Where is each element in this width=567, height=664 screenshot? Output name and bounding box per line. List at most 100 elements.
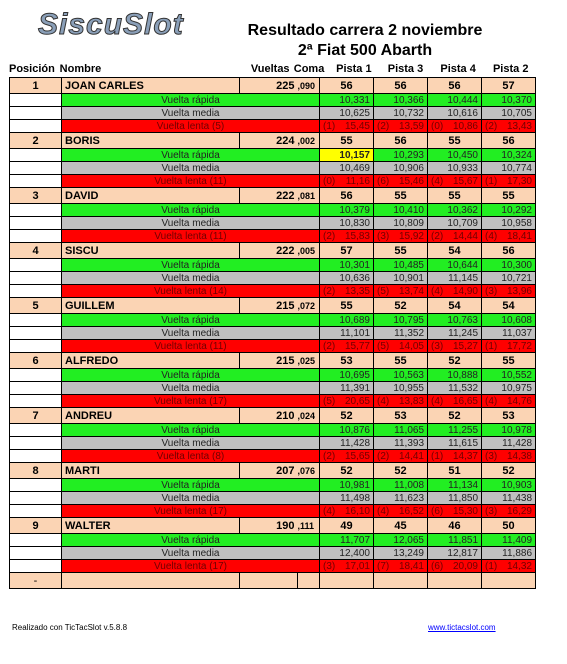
- fast-lap-time: 11,008: [373, 478, 428, 492]
- slow-count: (4): [377, 395, 390, 407]
- laps: 224: [239, 132, 298, 149]
- slow-lap-pair: (3) 15,92: [377, 231, 424, 242]
- avg-lap-row: Vuelta media 11,428 11,393 11,615 11,428: [9, 436, 536, 450]
- slow-lap-pair: (7) 18,41: [377, 561, 424, 572]
- slow-lap-pair: (4) 16,52: [377, 506, 424, 517]
- slow-count: (5): [323, 395, 336, 407]
- slow-lap-cell: (0) 10,86: [427, 119, 482, 133]
- slow-lap-cell: (4) 14,76: [481, 394, 536, 408]
- fast-lap-time: 10,292: [481, 203, 536, 217]
- lap-fraction: ,005: [297, 242, 320, 259]
- driver-row: 4 SISCU 222,005 57 55 54 56: [9, 242, 536, 259]
- slow-lap-pair: (4) 13,83: [377, 396, 424, 407]
- track-laps: 54: [481, 297, 536, 314]
- slow-lap-pair: (5) 14,05: [377, 341, 424, 352]
- fast-lap-label: Vuelta rápida: [61, 203, 320, 217]
- avg-lap-time: 11,245: [427, 326, 482, 340]
- laps: 190: [239, 517, 298, 534]
- logo: SiscuSlot: [38, 8, 184, 42]
- slow-time: 17,01: [344, 560, 370, 572]
- lap-fraction: ,081: [297, 187, 320, 204]
- slow-lap-pair: (6) 15,46: [377, 176, 424, 187]
- fast-lap-row: Vuelta rápida 10,981 11,008 11,134 10,903: [9, 478, 536, 492]
- slow-lap-cell: (7) 18,41: [373, 559, 428, 573]
- fast-lap-row: Vuelta rápida 10,695 10,563 10,888 10,552: [9, 368, 536, 382]
- slow-lap-cell: (0) 11,16: [319, 174, 374, 188]
- slow-lap-pair: (0) 10,86: [431, 121, 478, 132]
- fast-lap-label: Vuelta rápida: [61, 93, 320, 107]
- avg-lap-time: 11,101: [319, 326, 374, 340]
- slow-time: 14,44: [452, 230, 478, 242]
- slow-lap-cell: (3) 14,38: [481, 449, 536, 463]
- avg-lap-time: 11,145: [427, 271, 482, 285]
- driver-name: ANDREU: [61, 407, 240, 424]
- slow-lap-pair: (0) 11,16: [323, 176, 370, 187]
- blank-cell: [9, 546, 62, 560]
- fast-lap-time: 10,362: [427, 203, 482, 217]
- slow-lap-pair: (2) 13,35: [323, 286, 370, 297]
- laps: 207: [239, 462, 298, 479]
- slow-lap-cell: (5) 20,65: [319, 394, 374, 408]
- track-laps: 55: [319, 297, 374, 314]
- track-laps: 52: [319, 462, 374, 479]
- slow-time: 14,32: [506, 560, 532, 572]
- slow-lap-label: Vuelta lenta (17): [61, 559, 320, 573]
- fast-lap-time: 10,644: [427, 258, 482, 272]
- position: -: [9, 572, 62, 589]
- fast-lap-time: 11,255: [427, 423, 482, 437]
- slow-count: (4): [431, 395, 444, 407]
- driver-name: GUILLEM: [61, 297, 240, 314]
- slow-time: 14,76: [506, 395, 532, 407]
- slow-lap-pair: (4) 14,76: [485, 396, 532, 407]
- blank-cell: [9, 106, 62, 120]
- avg-lap-time: 11,498: [319, 491, 374, 505]
- slow-lap-pair: (1) 14,37: [431, 451, 478, 462]
- driver-name: DAVID: [61, 187, 240, 204]
- avg-lap-time: 11,886: [481, 546, 536, 560]
- slow-lap-cell: (6) 20,09: [427, 559, 482, 573]
- slow-lap-cell: (4) 15,67: [427, 174, 482, 188]
- fast-lap-row: Vuelta rápida 10,379 10,410 10,362 10,292: [9, 203, 536, 217]
- track-laps: 56: [481, 132, 536, 149]
- slow-lap-pair: (2) 15,65: [323, 451, 370, 462]
- slow-time: 14,05: [398, 340, 424, 352]
- slow-lap-cell: (2) 15,65: [319, 449, 374, 463]
- slow-lap-row: Vuelta lenta (11) (0) 11,16 (6) 15,46 (4) 15,6…: [9, 174, 536, 188]
- avg-lap-time: 11,391: [319, 381, 374, 395]
- position: 2: [9, 132, 62, 149]
- track-laps: 56: [481, 242, 536, 259]
- laps: 210: [239, 407, 298, 424]
- slow-count: (3): [323, 560, 336, 572]
- avg-lap-time: 11,623: [373, 491, 428, 505]
- slow-lap-label: Vuelta lenta (17): [61, 394, 320, 408]
- fast-lap-label: Vuelta rápida: [61, 533, 320, 547]
- slow-count: (6): [377, 175, 390, 187]
- slow-lap-pair: (4) 16,10: [323, 506, 370, 517]
- track-laps: 49: [319, 517, 374, 534]
- avg-lap-row: Vuelta media 10,469 10,906 10,933 10,774: [9, 161, 536, 175]
- footer-credit: Realizado con TicTacSlot v.5.8.8: [12, 623, 128, 632]
- track-laps: 52: [427, 407, 482, 424]
- subtitle: 2ª Fiat 500 Abarth: [297, 42, 433, 59]
- slow-lap-cell: (4) 14,90: [427, 284, 482, 298]
- avg-lap-time: 11,438: [481, 491, 536, 505]
- slow-lap-cell: (3) 15,27: [427, 339, 482, 353]
- avg-lap-row: Vuelta media 11,391 10,955 11,532 10,975: [9, 381, 536, 395]
- track-laps: 55: [427, 132, 482, 149]
- lap-fraction: ,076: [297, 462, 320, 479]
- footer-link[interactable]: www.tictacslot.com: [428, 623, 496, 632]
- avg-lap-label: Vuelta media: [61, 271, 320, 285]
- slow-count: (3): [485, 450, 498, 462]
- laps: 215: [239, 297, 298, 314]
- driver-row: 7 ANDREU 210,024 52 53 52 53: [9, 407, 536, 424]
- blank-cell: [9, 559, 62, 573]
- track-laps: 52: [427, 352, 482, 369]
- slow-time: 15,45: [344, 120, 370, 132]
- slow-count: (5): [377, 340, 390, 352]
- track-laps: 52: [481, 462, 536, 479]
- track-laps: 55: [481, 187, 536, 204]
- avg-lap-row: Vuelta media 11,101 11,352 11,245 11,037: [9, 326, 536, 340]
- blank-cell: [9, 381, 62, 395]
- slow-count: (0): [323, 175, 336, 187]
- slow-lap-cell: (1) 14,32: [481, 559, 536, 573]
